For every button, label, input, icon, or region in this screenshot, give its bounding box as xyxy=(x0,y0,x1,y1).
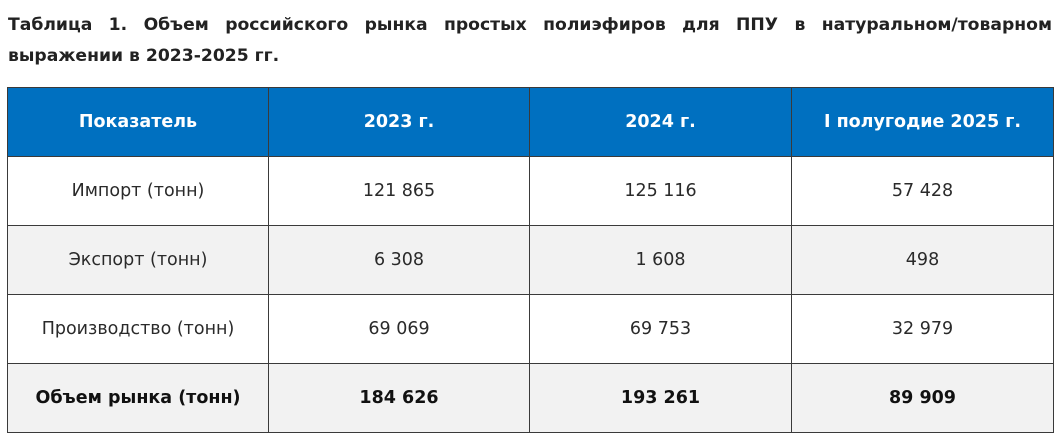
cell-2024: 193 261 xyxy=(529,363,792,433)
cell-2023: 69 069 xyxy=(268,294,530,364)
table-row-market-volume: Объем рынка (тонн) 184 626 193 261 89 90… xyxy=(7,363,1054,433)
cell-2023: 184 626 xyxy=(268,363,530,433)
header-indicator: Показатель xyxy=(7,87,269,157)
table-header-row: Показатель 2023 г. 2024 г. I полугодие 2… xyxy=(7,87,1054,157)
row-label: Экспорт (тонн) xyxy=(7,225,269,295)
cell-h1-2025: 498 xyxy=(791,225,1054,295)
cell-2024: 1 608 xyxy=(529,225,792,295)
row-label: Импорт (тонн) xyxy=(7,156,269,226)
cell-2024: 69 753 xyxy=(529,294,792,364)
table-row-import: Импорт (тонн) 121 865 125 116 57 428 xyxy=(7,156,1054,226)
cell-h1-2025: 89 909 xyxy=(791,363,1054,433)
row-label: Объем рынка (тонн) xyxy=(7,363,269,433)
cell-2023: 121 865 xyxy=(268,156,530,226)
row-label: Производство (тонн) xyxy=(7,294,269,364)
header-h1-2025: I полугодие 2025 г. xyxy=(791,87,1054,157)
cell-2023: 6 308 xyxy=(268,225,530,295)
header-2023: 2023 г. xyxy=(268,87,530,157)
header-2024: 2024 г. xyxy=(529,87,792,157)
table-row-production: Производство (тонн) 69 069 69 753 32 979 xyxy=(7,294,1054,364)
market-volume-table: Показатель 2023 г. 2024 г. I полугодие 2… xyxy=(7,87,1054,433)
table-row-export: Экспорт (тонн) 6 308 1 608 498 xyxy=(7,225,1054,295)
table-caption: Таблица 1. Объем российского рынка прост… xyxy=(8,15,1052,66)
cell-2024: 125 116 xyxy=(529,156,792,226)
cell-h1-2025: 57 428 xyxy=(791,156,1054,226)
cell-h1-2025: 32 979 xyxy=(791,294,1054,364)
